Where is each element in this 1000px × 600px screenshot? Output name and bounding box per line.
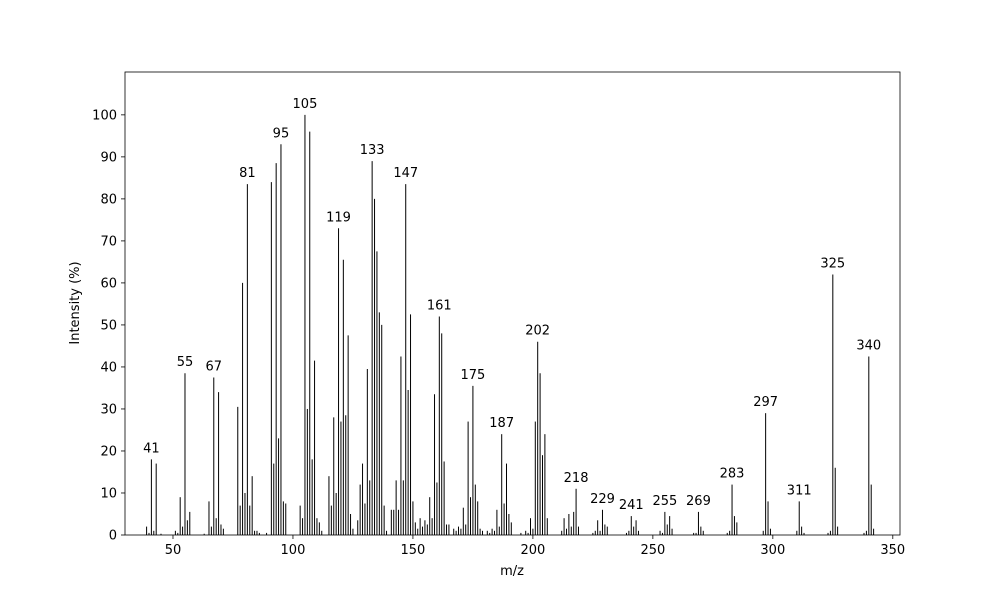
peak-label: 95	[273, 126, 290, 141]
peak-label: 119	[326, 210, 351, 225]
peak-label: 283	[720, 467, 745, 482]
peak-label: 218	[564, 471, 589, 486]
y-tick-label: 10	[100, 486, 117, 501]
peak-label: 147	[393, 166, 418, 181]
peak-label: 41	[143, 441, 160, 456]
y-tick-label: 60	[100, 276, 117, 291]
x-tick-label: 350	[880, 543, 905, 558]
y-tick-label: 90	[100, 150, 117, 165]
peak-label: 105	[293, 97, 318, 112]
y-tick-label: 50	[100, 318, 117, 333]
peak-label: 161	[427, 299, 452, 314]
x-tick-label: 300	[760, 543, 785, 558]
y-tick-label: 80	[100, 192, 117, 207]
x-tick-label: 50	[165, 543, 182, 558]
x-tick-label: 250	[640, 543, 665, 558]
y-axis-label: Intensity (%)	[68, 261, 83, 344]
plot-frame	[124, 71, 901, 536]
y-tick-label: 0	[109, 529, 117, 544]
peak-label: 175	[460, 368, 485, 383]
y-tick-label: 70	[100, 234, 117, 249]
peak-label: 81	[239, 166, 256, 181]
peak-label: 55	[177, 355, 194, 370]
x-tick-label: 150	[401, 543, 426, 558]
x-tick-label: 100	[281, 543, 306, 558]
peak-label: 133	[360, 143, 385, 158]
peak-label: 269	[686, 494, 711, 509]
x-tick-label: 200	[520, 543, 545, 558]
peak-label: 340	[856, 338, 881, 353]
peak-label: 229	[590, 492, 615, 507]
y-tick-label: 100	[92, 108, 117, 123]
peak-label: 202	[525, 324, 550, 339]
peak-label: 187	[489, 416, 514, 431]
peak-label: 255	[652, 494, 677, 509]
x-axis-label: m/z	[500, 564, 524, 579]
peak-label: 241	[619, 498, 644, 513]
y-tick-label: 20	[100, 444, 117, 459]
peak-label: 311	[787, 483, 812, 498]
peak-label: 67	[206, 359, 223, 374]
y-tick-label: 40	[100, 360, 117, 375]
peak-label: 325	[820, 257, 845, 272]
peak-label: 297	[753, 395, 778, 410]
y-tick-label: 30	[100, 402, 117, 417]
